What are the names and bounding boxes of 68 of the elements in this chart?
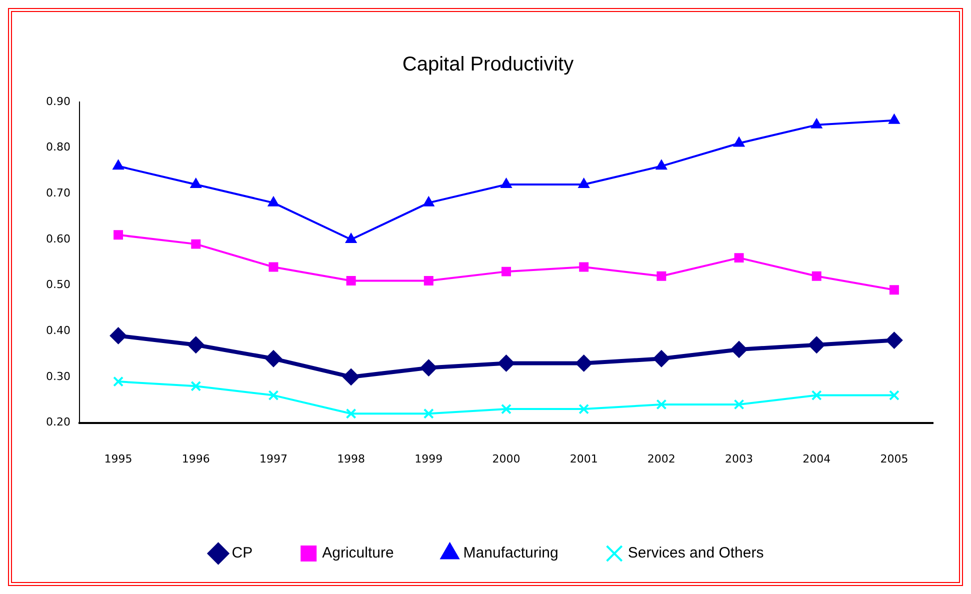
point — [345, 232, 357, 243]
y-tick-label: 0.90 — [46, 94, 70, 108]
point — [424, 276, 434, 286]
x-tick-label: 2001 — [570, 452, 598, 466]
x-tick-label: 2003 — [725, 452, 754, 466]
point — [886, 332, 903, 349]
point — [422, 196, 434, 206]
point — [812, 271, 822, 281]
point — [889, 285, 899, 295]
point — [733, 136, 745, 147]
point — [656, 399, 667, 410]
point — [652, 350, 670, 368]
point — [191, 239, 201, 249]
x-tick-label: 1995 — [104, 452, 132, 466]
y-tick-label: 0.70 — [46, 186, 70, 200]
point — [811, 390, 822, 401]
point — [110, 327, 127, 344]
point — [575, 354, 592, 372]
x-tick-label: 2004 — [802, 452, 831, 466]
x-tick-label: 1997 — [259, 452, 288, 466]
point — [420, 359, 438, 376]
legend-label: Manufacturing — [463, 544, 558, 562]
point — [734, 399, 744, 410]
point — [656, 160, 668, 170]
y-tick-label: 0.30 — [46, 370, 70, 383]
chart-title: Capital Productivity — [402, 54, 574, 76]
x-tick-label: 2002 — [647, 452, 676, 466]
x-tick-label: 1998 — [337, 452, 366, 466]
legend-label: Agriculture — [322, 544, 394, 562]
point — [268, 390, 279, 401]
point — [888, 390, 900, 401]
point — [578, 178, 590, 188]
y-tick-label: 0.60 — [46, 232, 70, 246]
point — [888, 114, 900, 124]
point — [264, 350, 282, 368]
legend-label: CP — [232, 544, 253, 562]
point — [730, 340, 748, 358]
point — [498, 354, 515, 372]
point — [423, 408, 434, 419]
y-tick-label: 0.50 — [46, 278, 70, 292]
y-tick-label: 0.40 — [46, 324, 70, 337]
point — [656, 271, 666, 281]
point — [500, 178, 512, 188]
point — [502, 266, 511, 276]
point — [579, 262, 589, 272]
x-tick-label: 2000 — [492, 452, 520, 466]
legend-label: Services and Others — [628, 544, 764, 562]
point — [346, 276, 356, 286]
point — [578, 404, 590, 414]
point — [346, 408, 356, 419]
point — [268, 196, 280, 206]
point — [114, 230, 124, 240]
x-tick-label: 1999 — [414, 452, 443, 466]
point — [187, 336, 204, 354]
point — [113, 376, 124, 387]
x-tick-label: 1996 — [182, 452, 210, 466]
y-tick-label: 0.80 — [46, 140, 70, 154]
point — [810, 118, 822, 128]
point — [734, 253, 744, 263]
point — [808, 336, 826, 354]
x-tick-label: 2005 — [880, 452, 908, 466]
y-tick-label: 0.20 — [46, 416, 70, 429]
point — [190, 380, 202, 392]
point — [501, 404, 512, 414]
point — [112, 160, 124, 170]
point — [190, 178, 202, 188]
point — [342, 368, 360, 386]
point — [268, 262, 278, 272]
